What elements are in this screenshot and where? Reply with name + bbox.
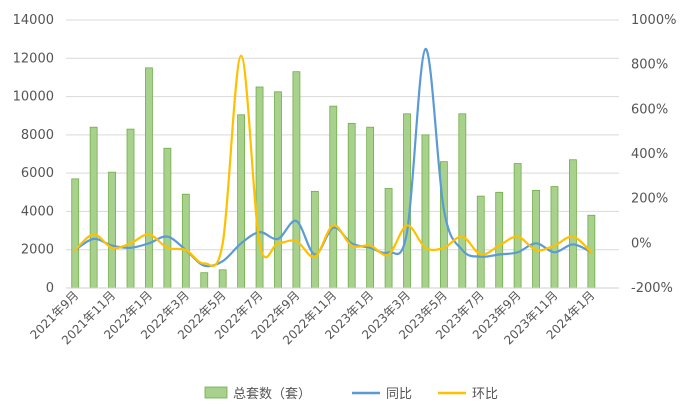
right-axis-ticks: -200% 0% 200% 400% 600% 800% 1000% — [631, 13, 676, 296]
bar — [71, 178, 80, 289]
bar — [89, 126, 98, 289]
bar — [218, 269, 227, 289]
legend-item-mom: 环比 — [438, 387, 498, 402]
bar — [513, 163, 522, 289]
bar — [421, 134, 430, 289]
bar — [108, 171, 116, 289]
bar — [310, 190, 319, 289]
bar — [200, 272, 209, 289]
right-tick-label: -200% — [631, 281, 673, 296]
bar — [569, 159, 577, 289]
left-tick-label: 4000 — [21, 204, 54, 219]
left-tick-label: 8000 — [21, 128, 54, 143]
left-tick-label: 2000 — [21, 243, 54, 258]
bar — [384, 188, 393, 289]
right-tick-label: 200% — [631, 192, 668, 207]
bar — [292, 71, 301, 289]
legend-item-total: 总套数（套） — [204, 386, 311, 402]
legend-label: 环比 — [472, 387, 498, 402]
right-tick-label: 1000% — [631, 13, 676, 28]
left-tick-label: 6000 — [21, 166, 54, 181]
bar — [126, 128, 135, 289]
bar — [495, 191, 504, 289]
legend-label: 同比 — [386, 387, 412, 402]
right-tick-label: 600% — [631, 102, 668, 117]
bar — [274, 91, 282, 289]
bar — [347, 122, 356, 289]
left-tick-label: 14000 — [13, 13, 54, 28]
bar — [181, 193, 190, 289]
bar — [458, 113, 467, 289]
line-mom — [74, 54, 593, 268]
right-tick-label: 800% — [631, 58, 668, 73]
bar — [163, 147, 172, 289]
bar — [329, 105, 338, 289]
line-series-group — [74, 47, 593, 268]
bar — [476, 195, 485, 289]
bar — [145, 67, 153, 289]
right-tick-label: 0% — [631, 236, 652, 251]
left-tick-label: 12000 — [13, 51, 54, 66]
legend-swatch-bar — [204, 386, 228, 399]
bar — [550, 186, 559, 289]
bar — [532, 189, 540, 289]
legend-item-yoy: 同比 — [352, 387, 412, 402]
x-axis-ticks: 2021年9月2021年11月2022年1月2022年3月2022年5月2022… — [27, 288, 597, 347]
bar — [237, 114, 246, 289]
bar — [366, 126, 375, 289]
left-tick-label: 10000 — [13, 90, 54, 105]
legend: 总套数（套） 同比 环比 — [204, 386, 498, 402]
bar-series-total — [71, 67, 596, 289]
legend-label: 总套数（套） — [233, 386, 311, 402]
right-tick-label: 400% — [631, 147, 668, 162]
gridlines — [66, 19, 619, 289]
bar — [255, 86, 264, 289]
left-axis-ticks: 0 2000 4000 6000 8000 10000 12000 14000 — [13, 13, 54, 296]
left-tick-label: 0 — [46, 281, 54, 296]
